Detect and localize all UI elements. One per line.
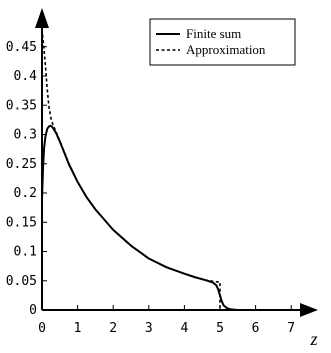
legend-box [149,18,296,66]
y-tick-label: 0.15 [6,215,37,230]
series-line-approximation [41,29,309,311]
legend-label: Finite sum [186,26,241,41]
x-tick-label: 2 [109,321,117,336]
y-tick-label: 0 [29,303,37,318]
x-tick-label: 5 [216,321,224,336]
x-tick-label: 4 [180,321,188,336]
y-tick-label: 0.05 [6,274,37,289]
x-tick-label: 7 [287,321,295,336]
x-tick-label: 0 [38,321,46,336]
x-tick-label: 6 [252,321,260,336]
x-tick-label: 1 [74,321,82,336]
legend-label: Approximation [186,42,266,57]
y-tick-label: 0.25 [6,157,37,172]
x-axis-label: z [309,329,317,349]
y-tick-label: 0.3 [14,128,37,143]
chart-plot-area: 0 1 2 3 4 5 6 7 0 0.05 0.1 0.15 0.2 0.25 0.3 0.35 0.4 0.4… [6,8,318,336]
x-tick-label: 3 [145,321,153,336]
series-line-finite-sum [41,124,309,311]
y-tick-label: 0.4 [14,69,38,84]
y-tick-label: 0.45 [6,40,37,55]
y-tick-label: 0.1 [14,245,37,260]
y-axis-arrow [35,8,49,28]
y-tick-label: 0.35 [6,98,37,113]
y-tick-label: 0.2 [14,186,37,201]
